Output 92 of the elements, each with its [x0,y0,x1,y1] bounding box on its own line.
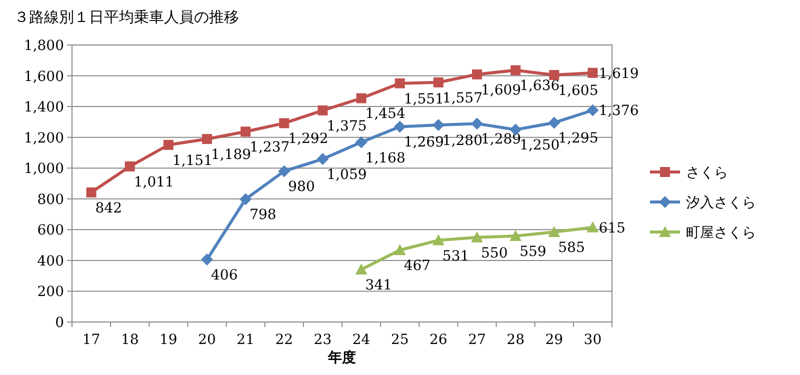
data-label: 615 [598,220,626,236]
point [356,93,366,104]
point [586,221,599,232]
x-tick-label: 30 [584,332,602,348]
legend-label: さくら [686,164,728,180]
point [355,136,368,148]
point [240,126,251,137]
point [240,193,252,206]
data-label: 585 [558,240,585,256]
data-label: 1,605 [558,83,598,100]
x-tick-label: 19 [160,332,178,348]
data-label: 1,557 [442,90,483,106]
data-label: 1,151 [172,152,213,169]
x-tick-label: 24 [352,332,370,348]
y-tick-label: 400 [37,253,64,270]
x-tick-label: 20 [198,332,216,348]
point [355,264,368,275]
x-tick-label: 23 [314,332,332,348]
x-tick-label: 27 [468,332,486,348]
data-label: 550 [481,245,508,262]
data-label: 980 [288,179,315,196]
x-tick-label: 26 [430,332,448,348]
data-label: 531 [442,248,470,264]
data-label: 1,376 [598,103,639,120]
point [278,165,290,178]
data-label: 1,250 [520,138,560,154]
point [86,187,96,198]
data-label: 842 [95,200,122,216]
data-label: 1,292 [288,131,328,148]
x-tick-label: 25 [390,332,409,348]
point [471,231,483,242]
x-tick-label: 29 [545,332,564,348]
y-tick-label: 1,400 [24,100,64,116]
data-label: 1,619 [598,66,639,82]
point [201,254,213,266]
data-label: 1,551 [404,91,444,108]
data-label: 341 [365,278,392,294]
chart-title: ３路線別１日平均乗車人員の推移 [14,9,239,26]
data-label: 1,454 [365,106,406,122]
y-tick-label: 1,200 [24,130,64,146]
data-label: 798 [250,207,276,224]
point [510,230,522,241]
data-label: 1,168 [365,150,406,166]
point [394,120,406,133]
y-tick-label: 800 [37,192,64,208]
point [588,68,598,78]
point [432,119,444,132]
point [510,65,521,76]
point [318,105,328,116]
y-tick-label: 200 [37,284,64,300]
x-tick-label: 28 [506,332,524,348]
data-label: 1,289 [481,132,522,148]
point [124,161,135,172]
data-label: 1,636 [520,78,560,94]
data-label: 1,269 [404,134,444,151]
point [432,234,444,246]
x-axis-title: 年度 [327,349,356,365]
data-label: 467 [404,258,431,274]
point [394,78,405,88]
point [548,226,560,237]
data-label: 1,375 [326,118,367,134]
y-tick-label: 1,800 [24,38,64,54]
data-label: 1,011 [134,174,174,190]
point [163,140,174,150]
x-tick-label: 17 [82,332,100,348]
data-label: 1,280 [442,133,483,150]
data-label: 1,189 [211,147,252,164]
legend-label: 町屋さくら [686,224,756,240]
x-tick-label: 22 [275,332,294,348]
point [549,70,560,80]
point [471,118,483,130]
data-label: 559 [520,244,546,260]
data-label: 1,237 [250,140,290,156]
y-tick-label: 600 [37,222,64,239]
y-tick-label: 1,600 [24,68,64,85]
point [433,77,444,88]
x-tick-label: 18 [120,332,139,348]
x-tick-label: 21 [236,332,254,348]
y-tick-label: 1,000 [24,161,64,178]
point [472,69,482,80]
legend-label: 汐入さくら [686,194,756,210]
point [202,134,212,144]
y-tick-label: 0 [55,315,64,331]
data-label: 1,295 [558,130,598,147]
point [548,116,560,129]
point [586,104,599,116]
point [316,153,329,166]
data-label: 406 [211,268,238,284]
data-label: 1,609 [481,82,522,98]
point [394,244,406,256]
data-label: 1,059 [326,167,367,184]
point [279,118,290,128]
